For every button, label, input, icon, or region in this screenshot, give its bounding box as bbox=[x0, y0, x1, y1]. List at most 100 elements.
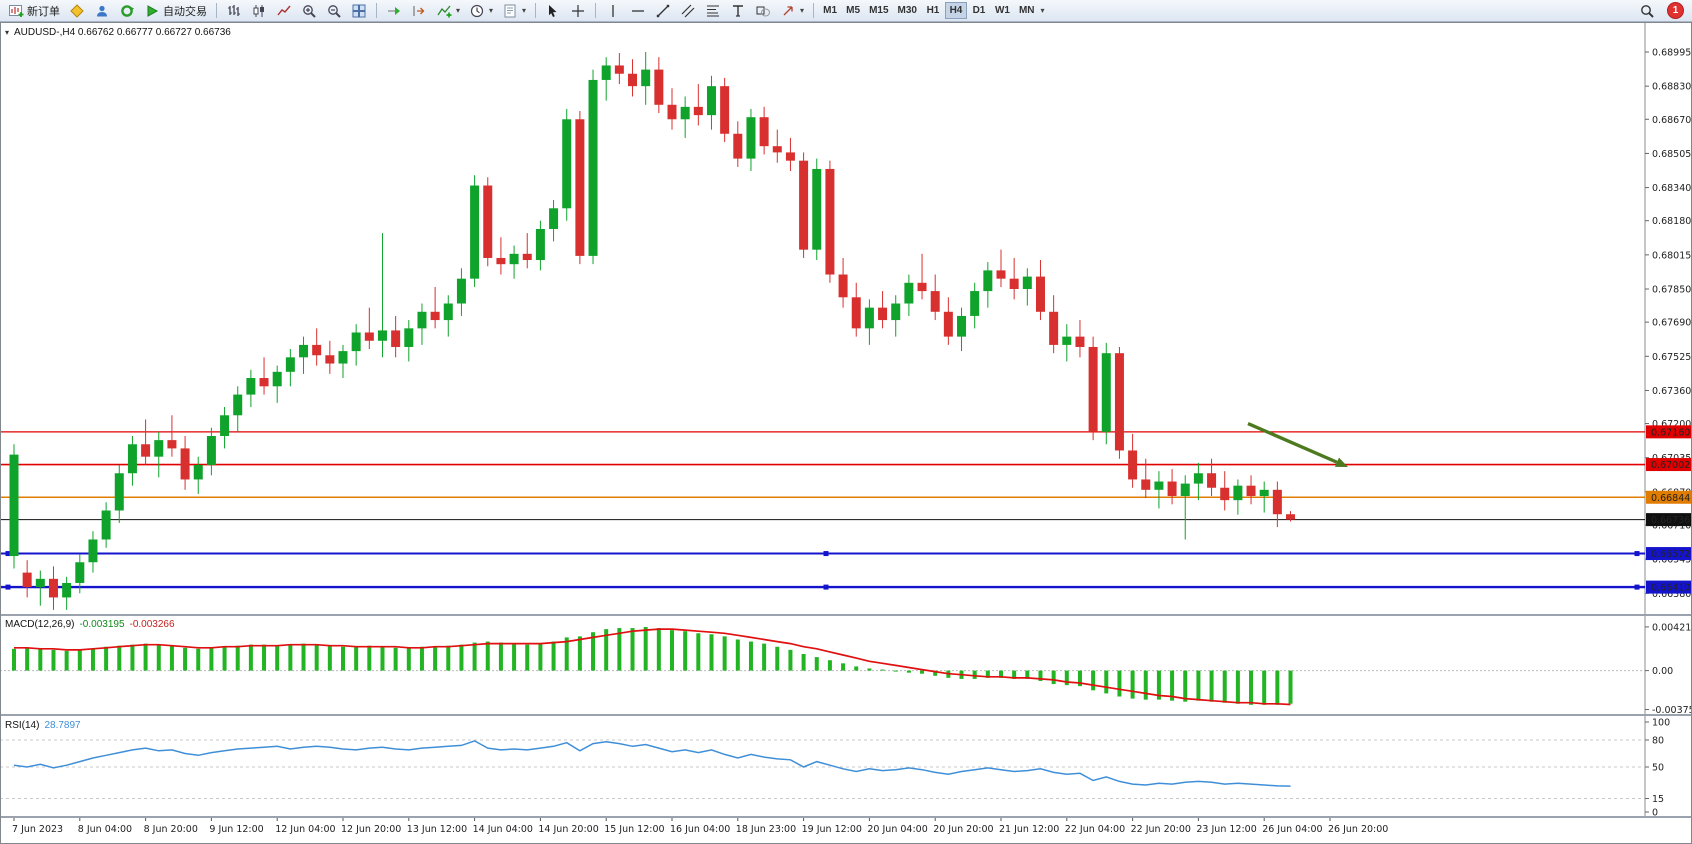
rsi-value: 28.7897 bbox=[44, 720, 81, 731]
clock-icon bbox=[470, 4, 484, 17]
line-chart-button[interactable] bbox=[272, 1, 296, 21]
periods-button[interactable]: ▾ bbox=[465, 1, 497, 21]
chart-ohlc-title: AUDUSD-,H4 0.66762 0.66777 0.66727 0.667… bbox=[14, 27, 231, 38]
notification-badge[interactable]: 1 bbox=[1667, 2, 1684, 19]
indicators-button[interactable]: ▾ bbox=[432, 1, 464, 21]
auto-scroll-button[interactable] bbox=[382, 1, 406, 21]
svg-text:100: 100 bbox=[1652, 718, 1670, 729]
svg-text:0.004211: 0.004211 bbox=[1652, 622, 1692, 633]
chart-canvas bbox=[0, 22, 1692, 844]
line-handle[interactable] bbox=[823, 551, 829, 557]
timeframe-button-m15[interactable]: M15 bbox=[865, 2, 892, 19]
cursor-button[interactable] bbox=[541, 1, 565, 21]
vertical-line-icon bbox=[612, 4, 614, 17]
line-handle[interactable] bbox=[823, 584, 829, 590]
svg-text:0.67690: 0.67690 bbox=[1652, 318, 1691, 329]
time-label: 13 Jun 12:00 bbox=[407, 824, 467, 835]
price-axis-badges: 0.67160 0.67002 0.66844 0.66736 0.66572 0.664… bbox=[1646, 425, 1691, 594]
zoom-in-button[interactable] bbox=[297, 1, 321, 21]
svg-text:0.67525: 0.67525 bbox=[1652, 352, 1691, 363]
new-order-button[interactable]: 新订单 bbox=[4, 1, 64, 21]
user-icon bbox=[97, 5, 107, 16]
fibonacci-tool-button[interactable] bbox=[701, 1, 725, 21]
chart-area[interactable]: 0.68995 0.68830 0.68670 0.68505 0.68340 0.681… bbox=[0, 22, 1692, 844]
zoom-in-icon bbox=[303, 4, 316, 18]
templates-button[interactable]: ▾ bbox=[498, 1, 530, 21]
autotrading-button[interactable]: 自动交易 bbox=[140, 1, 211, 21]
time-label: 12 Jun 04:00 bbox=[275, 824, 335, 835]
time-label: 19 Jun 12:00 bbox=[802, 824, 862, 835]
horizontal-line-objects[interactable] bbox=[0, 431, 1645, 590]
timeframe-button-m1[interactable]: M1 bbox=[819, 2, 841, 19]
time-label: 8 Jun 04:00 bbox=[78, 824, 132, 835]
shapes-tool-button[interactable] bbox=[751, 1, 775, 21]
community-button[interactable] bbox=[90, 1, 114, 21]
mql5-community-button[interactable] bbox=[65, 1, 89, 21]
horizontal-line-tool-button[interactable] bbox=[626, 1, 650, 21]
svg-text:0.00: 0.00 bbox=[1652, 666, 1673, 677]
toolbar-separator bbox=[216, 3, 217, 18]
tile-windows-button[interactable] bbox=[347, 1, 371, 21]
rsi-label: RSI(14) bbox=[5, 720, 40, 731]
zoom-out-icon bbox=[328, 4, 341, 18]
svg-text:0.67200: 0.67200 bbox=[1652, 419, 1691, 430]
line-handle[interactable] bbox=[5, 551, 11, 557]
svg-text:0.67160: 0.67160 bbox=[1651, 427, 1690, 438]
svg-text:0.68830: 0.68830 bbox=[1652, 82, 1691, 93]
arrow-tool-icon bbox=[783, 5, 793, 15]
refresh-button[interactable] bbox=[115, 1, 139, 21]
toolbar-separator bbox=[376, 3, 377, 18]
trend-arrow-annotation[interactable] bbox=[1247, 422, 1348, 468]
search-button[interactable] bbox=[1635, 1, 1659, 21]
trendline-tool-button[interactable] bbox=[651, 1, 675, 21]
toolbar-right-group: 1 bbox=[1635, 1, 1688, 21]
time-label: 7 Jun 2023 bbox=[12, 824, 63, 835]
auto-scroll-icon bbox=[388, 6, 400, 15]
svg-text:0.66410: 0.66410 bbox=[1651, 583, 1690, 594]
price-badge bbox=[1646, 490, 1691, 504]
cursor-arrow-icon bbox=[549, 4, 557, 17]
timeframe-button-h4[interactable]: H4 bbox=[944, 2, 967, 19]
dropdown-caret-icon: ▾ bbox=[800, 6, 805, 15]
toolbar-overflow-caret[interactable]: ▾ bbox=[1040, 6, 1045, 15]
line-handle[interactable] bbox=[5, 584, 11, 590]
text-tool-button[interactable] bbox=[726, 1, 750, 21]
time-label: 9 Jun 12:00 bbox=[209, 824, 263, 835]
timeframe-button-h1[interactable]: H1 bbox=[922, 2, 944, 19]
chart-svg[interactable]: 0.68995 0.68830 0.68670 0.68505 0.68340 0.681… bbox=[0, 22, 1692, 844]
line-handle[interactable] bbox=[1634, 584, 1640, 590]
timeframe-button-w1[interactable]: W1 bbox=[991, 2, 1014, 19]
svg-text:0.68995: 0.68995 bbox=[1652, 48, 1691, 59]
zoom-out-button[interactable] bbox=[322, 1, 346, 21]
line-handle[interactable] bbox=[1634, 551, 1640, 557]
bar-chart-button[interactable] bbox=[222, 1, 246, 21]
panel-separators[interactable] bbox=[0, 614, 1692, 818]
indicators-icon bbox=[437, 5, 452, 17]
timeframe-button-mn[interactable]: MN bbox=[1015, 2, 1039, 19]
candlestick-chart-button[interactable] bbox=[247, 1, 271, 21]
time-axis: 7 Jun 2023 8 Jun 04:00 8 Jun 20:00 9 Jun 12… bbox=[12, 818, 1388, 835]
price-badge bbox=[1646, 458, 1691, 472]
shapes-icon bbox=[756, 6, 771, 16]
panel-sash bbox=[0, 614, 1692, 616]
time-label: 16 Jun 04:00 bbox=[670, 824, 730, 835]
crosshair-icon bbox=[572, 4, 585, 17]
crosshair-button[interactable] bbox=[566, 1, 590, 21]
chart-shift-icon bbox=[413, 5, 425, 16]
timeframe-button-d1[interactable]: D1 bbox=[968, 2, 990, 19]
channel-tool-button[interactable] bbox=[676, 1, 700, 21]
timeframe-button-m30[interactable]: M30 bbox=[894, 2, 921, 19]
chart-menu-caret-icon[interactable]: ▾ bbox=[5, 28, 10, 37]
panel-sash bbox=[0, 714, 1692, 716]
arrows-tool-button[interactable]: ▾ bbox=[776, 1, 808, 21]
chart-symbol-title: ▾ AUDUSD-,H4 0.66762 0.66777 0.66727 0.6… bbox=[5, 27, 231, 38]
chart-shift-button[interactable] bbox=[407, 1, 431, 21]
dropdown-caret-icon: ▾ bbox=[456, 6, 461, 15]
timeframe-button-m5[interactable]: M5 bbox=[842, 2, 864, 19]
toolbar-separator bbox=[535, 3, 537, 18]
vertical-line-tool-button[interactable] bbox=[601, 1, 625, 21]
price-badge bbox=[1646, 547, 1691, 561]
svg-text:80: 80 bbox=[1652, 736, 1664, 747]
time-label: 22 Jun 20:00 bbox=[1131, 824, 1191, 835]
price-badge bbox=[1646, 425, 1691, 439]
